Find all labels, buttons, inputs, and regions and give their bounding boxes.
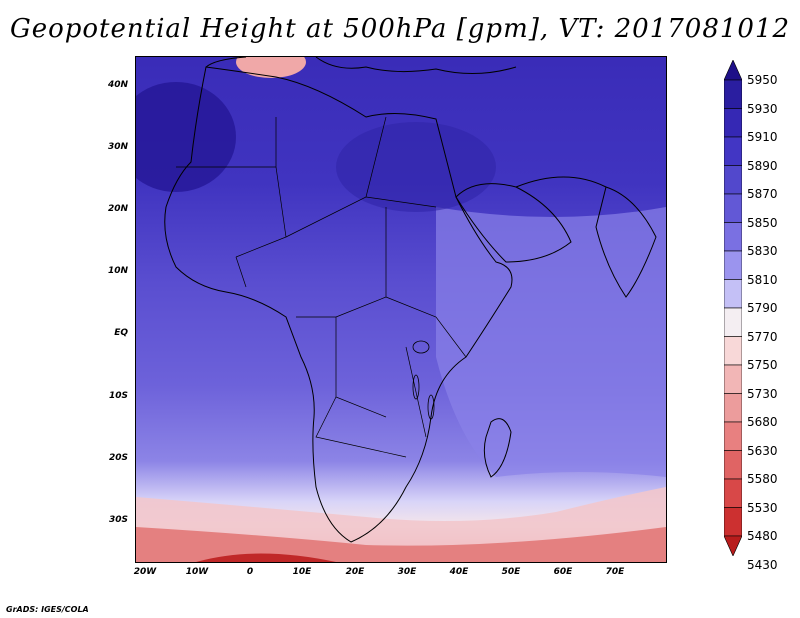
colorbar-segment [724, 364, 742, 394]
lon-label-50e: 50E [501, 567, 521, 577]
southern-trough [136, 527, 666, 562]
colorbar-level-label: 5530 [747, 500, 778, 515]
lon-label-10w: 10W [185, 567, 209, 577]
colorbar-level-label: 5830 [747, 244, 778, 258]
colorbar-segment [724, 136, 742, 166]
colorbar-segment [724, 193, 742, 223]
lat-label-30s: 30S [108, 515, 128, 525]
colorbar-segment [724, 279, 742, 309]
colorbar-segment [724, 250, 742, 280]
mediterranean-trough [236, 57, 306, 78]
geopotential-map [136, 57, 666, 562]
colorbar [724, 60, 742, 556]
lon-label-0: 0 [246, 567, 254, 577]
map-plot-area [135, 56, 667, 563]
lat-label-10s: 10S [108, 391, 128, 401]
colorbar-top-arrow [724, 60, 742, 81]
lat-label-eq: EQ [114, 328, 128, 338]
colorbar-level-label: 5810 [747, 272, 778, 287]
colorbar-level-label: 5870 [747, 187, 778, 201]
colorbar-segment [724, 478, 742, 508]
colorbar-level-label: 5770 [747, 329, 778, 344]
colorbar-segment [724, 222, 742, 252]
colorbar-level-label: 5850 [747, 215, 778, 230]
colorbar-segment [724, 336, 742, 366]
colorbar-level-label: 5790 [747, 301, 778, 315]
lat-label-10n: 10N [107, 266, 128, 276]
colorbar-segment [724, 79, 742, 109]
colorbar-level-label: 5580 [747, 472, 778, 486]
colorbar-segment [724, 307, 742, 337]
indian-ocean-shading [436, 207, 666, 477]
colorbar-level-label: 5930 [747, 101, 778, 116]
colorbar-bottom-arrow [724, 535, 742, 556]
colorbar-level-label: 5630 [747, 443, 778, 458]
colorbar-level-label: 5750 [747, 358, 778, 372]
lakes [412, 340, 435, 420]
colorbar-level-label: 5680 [747, 415, 778, 429]
colorbar-segment [724, 450, 742, 480]
colorbar-level-label: 5890 [747, 158, 778, 173]
lat-label-20n: 20N [107, 204, 128, 214]
lon-label-20e: 20E [345, 567, 365, 577]
colorbar-segment [724, 421, 742, 451]
lat-label-30n: 30N [107, 142, 128, 152]
coastlines [164, 57, 657, 543]
colorbar-segment [724, 108, 742, 138]
colorbar-level-label: 5730 [747, 386, 778, 401]
colorbar-segment [724, 393, 742, 423]
lat-label-40n: 40N [107, 80, 128, 90]
colorbar-level-label: 5430 [747, 557, 778, 572]
north-atlantic-high [136, 82, 236, 192]
colorbar-level-label: 5480 [747, 529, 778, 543]
colorbar-segment [724, 507, 742, 537]
north-africa-high [336, 122, 496, 212]
country-borders [176, 116, 467, 458]
lon-label-60e: 60E [553, 567, 573, 577]
lat-label-20s: 20S [108, 453, 128, 463]
lon-label-70e: 70E [605, 567, 625, 577]
deep-trough [196, 553, 336, 562]
lon-label-40e: 40E [449, 567, 469, 577]
lon-label-20w: 20W [133, 567, 157, 577]
lon-label-10e: 10E [292, 567, 312, 577]
grads-credit: GrADS: IGES/COLA [6, 605, 89, 614]
lon-label-30e: 30E [397, 567, 417, 577]
colorbar-level-label: 5910 [747, 130, 778, 144]
colorbar-level-label: 5950 [747, 73, 778, 87]
colorbar-segment [724, 165, 742, 195]
plot-title: Geopotential Height at 500hPa [gpm], VT:… [9, 14, 791, 44]
